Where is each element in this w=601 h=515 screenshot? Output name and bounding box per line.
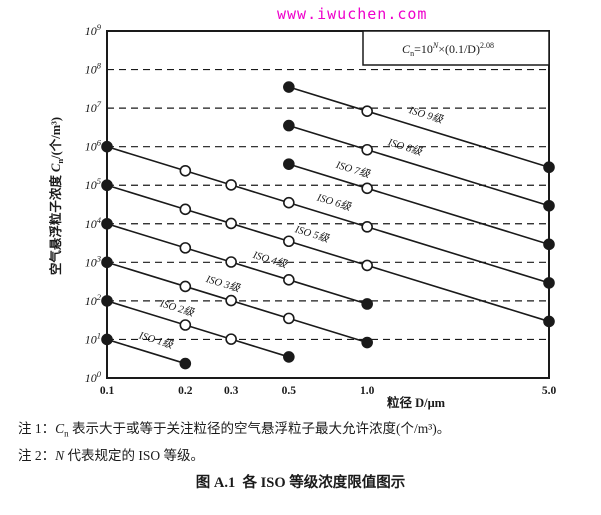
data-point-iso-1-1 [179, 357, 192, 370]
y-tick-label-10e4: 104 [85, 215, 102, 231]
data-point-iso-2-0 [101, 295, 113, 307]
x-tick-label-0.3: 0.3 [224, 385, 239, 397]
series-label-iso-4: ISO 4级 [251, 249, 289, 271]
x-tick-label-0.1: 0.1 [100, 385, 115, 397]
y-tick-label-10e9: 109 [85, 22, 102, 38]
data-point-iso-7-2 [543, 238, 555, 251]
series-line-iso-3 [106, 261, 368, 344]
data-point-iso-8-1 [361, 143, 373, 156]
y-tick-label-10e3: 103 [85, 253, 101, 269]
figure-notes: 注 1：Cn 表示大于或等于关注粒径的空气悬浮粒子最大允许浓度(个/m³)。 注… [18, 418, 583, 466]
data-point-iso-3-1 [179, 280, 192, 293]
note-1-text: 表示大于或等于关注粒径的空气悬浮粒子最大允许浓度(个/m³)。 [68, 421, 451, 436]
data-point-iso-9-1 [361, 105, 373, 117]
note-1-variable-subscript: n [64, 428, 69, 439]
data-point-iso-3-0 [101, 256, 113, 269]
x-tick-label-5.0: 5.0 [542, 385, 557, 397]
y-tick-label-10e2: 102 [85, 292, 102, 308]
formula-text: Cn=10N×(0.1/D)2.08 [402, 41, 494, 58]
note-1-label: 注 1： [18, 421, 56, 436]
series-line-iso-1 [106, 338, 186, 365]
series-line-iso-5 [106, 184, 550, 323]
data-point-iso-5-1 [179, 203, 192, 216]
data-point-iso-3-2 [225, 294, 237, 307]
x-tick-label-1.0: 1.0 [360, 385, 375, 397]
y-tick-label-10e8: 108 [85, 61, 102, 77]
watermark-text: www.iwuchen.com [277, 5, 428, 23]
y-tick-label-10e6: 106 [85, 138, 102, 154]
data-point-iso-1-0 [101, 333, 113, 346]
x-tick-label-0.5: 0.5 [282, 385, 297, 397]
y-tick-label-10e5: 105 [85, 176, 101, 192]
data-point-iso-4-0 [101, 217, 113, 230]
data-point-iso-9-2 [543, 161, 555, 174]
data-point-iso-6-0 [101, 140, 113, 153]
note-2-variable: N [55, 447, 65, 463]
data-point-iso-7-0 [283, 158, 295, 170]
data-point-iso-5-0 [101, 179, 113, 192]
data-point-iso-5-4 [361, 259, 373, 272]
series-line-iso-8 [288, 124, 550, 207]
figure-caption: 图 A.1 各 ISO 等级浓度限值图示 [195, 475, 406, 491]
note-1: 注 1：Cn 表示大于或等于关注粒径的空气悬浮粒子最大允许浓度(个/m³)。 [18, 418, 583, 445]
series-label-iso-2: ISO 2级 [158, 297, 196, 319]
note-2-label: 注 2： [18, 447, 56, 463]
note-2: 注 2：N 代表规定的 ISO 等级。 [18, 445, 583, 466]
data-point-iso-4-1 [179, 242, 192, 254]
series-label-iso-9: ISO 9级 [407, 104, 445, 126]
series-line-iso-2 [106, 300, 290, 358]
data-point-iso-6-4 [361, 221, 373, 233]
data-point-iso-3-3 [283, 312, 295, 325]
series-label-iso-6: ISO 6级 [315, 191, 353, 213]
data-point-iso-4-3 [283, 274, 295, 286]
series-line-iso-6 [106, 145, 550, 284]
data-point-iso-3-4 [361, 336, 373, 349]
note-1-variable: C [55, 421, 65, 436]
x-axis-title: 粒径 D/μm [387, 395, 446, 410]
series-label-iso-1: ISO 1级 [137, 329, 175, 351]
y-tick-label-10e1: 101 [85, 330, 101, 346]
data-point-iso-6-2 [225, 179, 237, 191]
data-point-iso-7-1 [361, 182, 373, 195]
data-point-iso-2-1 [179, 319, 192, 331]
formula-box [362, 30, 550, 66]
data-point-iso-6-1 [179, 164, 192, 177]
data-point-iso-5-2 [225, 217, 237, 230]
data-point-iso-6-3 [283, 196, 295, 209]
y-tick-label-10e0: 100 [85, 369, 102, 385]
data-point-iso-2-3 [283, 351, 295, 363]
series-label-iso-7: ISO 7级 [334, 159, 372, 181]
y-tick-label-10e7: 107 [85, 99, 102, 115]
data-point-iso-8-0 [283, 119, 295, 132]
data-point-iso-2-2 [225, 333, 237, 345]
data-point-iso-6-5 [543, 277, 555, 289]
data-point-iso-5-5 [543, 315, 555, 328]
data-point-iso-5-3 [283, 235, 295, 248]
x-tick-label-0.2: 0.2 [178, 385, 193, 397]
series-label-iso-8: ISO 8级 [386, 136, 424, 158]
data-point-iso-4-4 [361, 298, 373, 310]
series-label-iso-5: ISO 5级 [293, 223, 331, 245]
data-point-iso-8-2 [543, 199, 555, 212]
y-axis-title: 空气悬浮粒子浓度 Cn/(个/m³) [48, 117, 65, 275]
data-point-iso-4-2 [225, 256, 237, 268]
data-point-iso-9-0 [283, 81, 295, 93]
series-label-iso-3: ISO 3级 [204, 273, 242, 295]
note-2-text: 代表规定的 ISO 等级。 [64, 447, 205, 463]
